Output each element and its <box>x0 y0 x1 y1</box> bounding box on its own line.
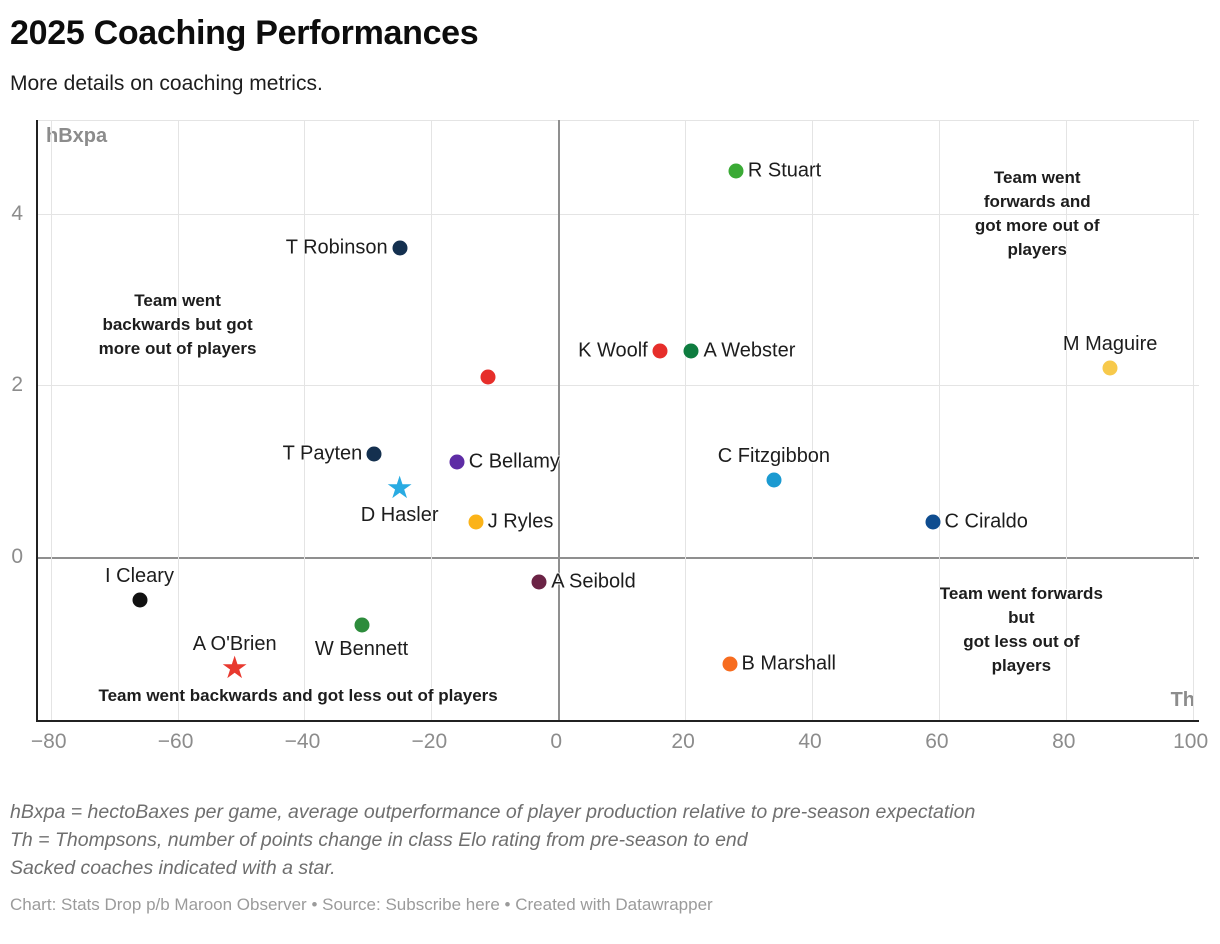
x-tick-label: 100 <box>1173 729 1209 753</box>
scatter-point-dot[interactable] <box>1102 360 1118 376</box>
page-title: 2025 Coaching Performances <box>10 14 479 52</box>
x-tick-label: −60 <box>157 729 194 753</box>
chart-subtitle: More details on coaching metrics. <box>10 71 323 95</box>
gridline-vertical <box>177 119 179 720</box>
point-label: D Hasler <box>360 504 439 527</box>
x-tick-label: 20 <box>671 729 695 753</box>
scatter-chart: 0 2 4 hBxpa Th Team went backwards but got… <box>0 119 1220 772</box>
scatter-point-dot[interactable] <box>392 240 408 256</box>
point-label: C Bellamy <box>468 450 560 473</box>
plot-area: hBxpa Th Team went backwards but got mor… <box>36 119 1199 722</box>
x-tick-label: −20 <box>411 729 448 753</box>
quadrant-annotation: Team went forwards and got more out of p… <box>974 167 1100 259</box>
point-label: A Seibold <box>551 570 636 593</box>
plot-top-gridline <box>38 119 1199 121</box>
scatter-point-dot[interactable] <box>468 514 484 530</box>
note-th-definition: Th = Thompsons, number of points change … <box>10 828 748 851</box>
x-tick-label: −80 <box>30 729 67 753</box>
point-label: C Fitzgibbon <box>717 444 831 467</box>
attribution-chart-label: Chart: <box>10 894 57 914</box>
scatter-point-star[interactable]: ★ <box>385 469 414 505</box>
point-label: A O'Brien <box>192 633 277 656</box>
x-tick-label: −40 <box>284 729 321 753</box>
gridline-vertical <box>685 119 687 720</box>
scatter-point-dot[interactable] <box>683 343 699 359</box>
gridline-vertical <box>1192 119 1194 720</box>
scatter-point-dot[interactable] <box>722 656 738 672</box>
point-label: I Cleary <box>105 564 174 587</box>
scatter-point-dot[interactable] <box>449 454 465 470</box>
x-tick-label: 60 <box>925 729 949 753</box>
attribution-separator: • <box>311 894 318 914</box>
attribution-chart-value: Stats Drop p/b Maroon Observer <box>61 894 307 914</box>
gridline-horizontal <box>38 213 1199 215</box>
x-zero-line <box>558 119 561 720</box>
scatter-point-dot[interactable] <box>132 592 147 607</box>
chart-attribution: Chart: Stats Drop p/b Maroon Observer • … <box>10 895 1210 915</box>
x-axis-title: Th <box>1170 688 1195 711</box>
gridline-horizontal <box>38 385 1199 387</box>
y-axis-title: hBxpa <box>46 124 108 147</box>
attribution-source-link[interactable]: Subscribe here <box>385 894 500 914</box>
chart-notes: hBxpa = hectoBaxes per game, average out… <box>10 798 1210 882</box>
note-hbxpa-definition: hBxpa = hectoBaxes per game, average out… <box>10 800 976 823</box>
point-label: A Webster <box>703 339 796 362</box>
x-tick-label: 80 <box>1052 729 1076 753</box>
scatter-point-dot[interactable] <box>354 617 370 633</box>
point-label: R Stuart <box>747 159 822 182</box>
point-label: T Robinson <box>285 236 388 259</box>
x-tick-label: 40 <box>798 729 822 753</box>
y-zero-line <box>38 556 1199 559</box>
scatter-point-star[interactable]: ★ <box>220 649 249 685</box>
point-label: B Marshall <box>741 652 836 675</box>
gridline-vertical <box>812 119 813 720</box>
point-label: T Payten <box>282 442 363 465</box>
scatter-point-dot[interactable] <box>652 343 668 359</box>
attribution-separator: • <box>504 894 511 914</box>
y-tick-label: 2 <box>11 373 23 397</box>
gridline-vertical <box>431 119 433 720</box>
y-tick-label: 4 <box>11 201 23 225</box>
scatter-point-dot[interactable] <box>925 514 941 530</box>
x-axis-ticks: −80 −60 −40 −20 0 20 40 60 80 100 <box>31 729 1208 762</box>
scatter-point-dot[interactable] <box>531 574 547 590</box>
note-sacked-star: Sacked coaches indicated with a star. <box>10 856 336 879</box>
quadrant-annotation: Team went backwards but got more out of … <box>98 291 257 359</box>
quadrant-annotation: Team went forwards but got less out of p… <box>939 583 1103 675</box>
point-label: M Maguire <box>1062 333 1158 356</box>
scatter-point-dot[interactable] <box>480 369 496 385</box>
x-tick-label: 0 <box>550 729 563 753</box>
gridline-vertical <box>1065 119 1067 720</box>
gridline-vertical <box>938 119 940 720</box>
scatter-point-dot[interactable] <box>728 163 744 179</box>
y-axis-ticks: 0 2 4 <box>0 120 29 722</box>
quadrant-annotation: Team went backwards and got less out of … <box>98 686 498 706</box>
y-tick-label: 0 <box>11 544 23 568</box>
point-label: J Ryles <box>487 510 554 533</box>
scatter-point-dot[interactable] <box>366 446 382 462</box>
point-label: C Ciraldo <box>944 510 1028 533</box>
point-label: W Bennett <box>314 638 409 661</box>
gridline-vertical <box>304 119 306 720</box>
attribution-created-with: Created with Datawrapper <box>515 894 713 914</box>
attribution-source-label: Source: <box>322 894 381 914</box>
gridline-vertical <box>50 119 52 720</box>
scatter-point-dot[interactable] <box>766 472 782 487</box>
point-label: K Woolf <box>578 339 648 362</box>
